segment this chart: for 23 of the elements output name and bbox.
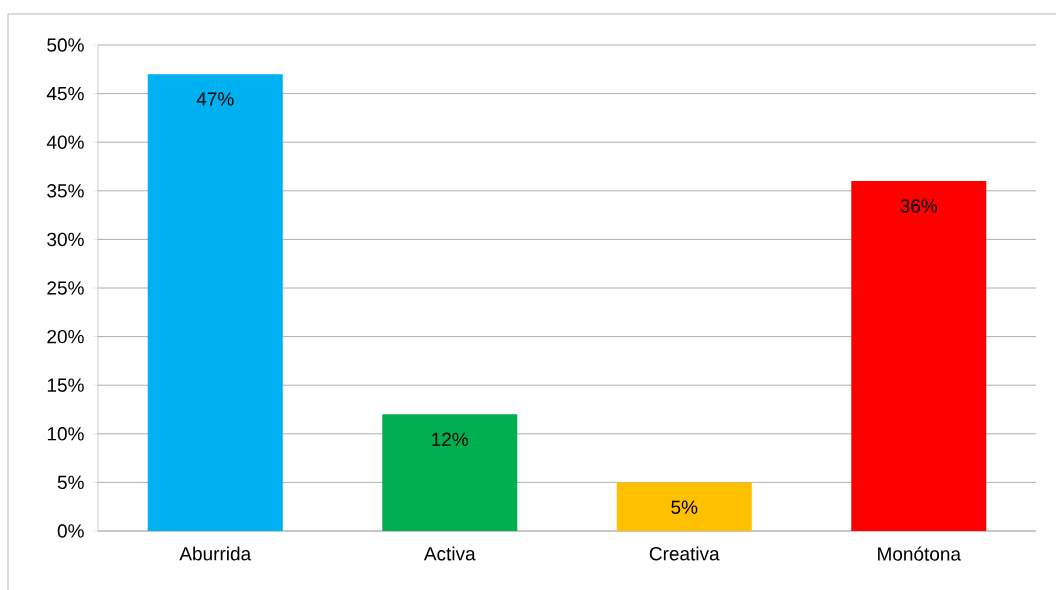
x-tick-label: Monótona [878, 546, 961, 561]
data-label: 47% [196, 92, 234, 106]
y-tick-label: 45% [46, 86, 84, 101]
bar [382, 414, 518, 531]
y-tick-label: 30% [47, 232, 84, 247]
bar [616, 482, 752, 531]
bar [147, 74, 283, 531]
x-tick-label: Activa [423, 546, 476, 561]
data-label: 5% [671, 500, 698, 514]
bar [851, 181, 987, 531]
y-tick-label: 25% [47, 281, 84, 295]
x-tick-label: Aburrida [179, 546, 252, 561]
y-tick-label: 40% [46, 135, 84, 149]
data-label: 36% [900, 199, 938, 213]
y-tick-label: 10% [47, 427, 84, 441]
y-tick-label: 0% [57, 524, 84, 538]
data-label: 12% [432, 432, 469, 446]
y-tick-label: 35% [47, 184, 84, 198]
y-tick-label: 5% [57, 475, 84, 490]
y-tick-label: 20% [47, 329, 84, 344]
y-tick-label: 15% [47, 378, 84, 392]
y-tick-label: 50% [47, 38, 84, 52]
x-tick-label: Creativa [649, 546, 720, 561]
